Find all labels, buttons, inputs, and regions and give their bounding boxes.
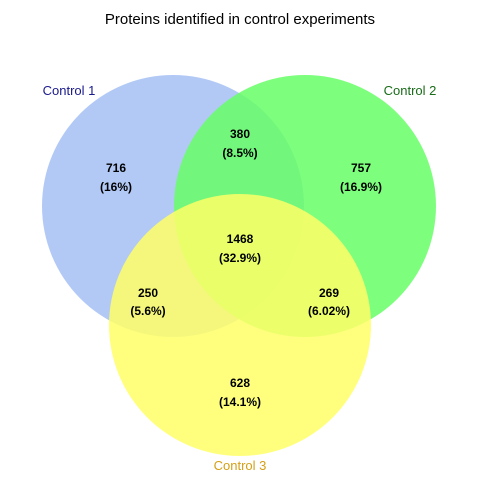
region-one-three-percent: (5.6%) (130, 304, 165, 318)
diagram-title: Proteins identified in control experimen… (105, 11, 375, 28)
region-only-2-percent: (16.9%) (340, 180, 382, 194)
region-one-three-count: 250 (138, 286, 158, 300)
region-one-two-percent: (8.5%) (222, 146, 257, 160)
region-only-1-count: 716 (106, 161, 126, 175)
region-only-3-count: 628 (230, 376, 250, 390)
set-label-control-3: Control 3 (214, 458, 267, 473)
circle-control-3 (109, 194, 371, 456)
set-label-control-2: Control 2 (384, 83, 437, 98)
venn-circles (42, 75, 436, 456)
region-two-three-count: 269 (319, 286, 339, 300)
region-two-three-percent: (6.02%) (308, 304, 350, 318)
region-only-1-percent: (16%) (100, 180, 132, 194)
region-all-count: 1468 (227, 232, 254, 246)
region-all-percent: (32.9%) (219, 251, 261, 265)
region-one-two-count: 380 (230, 127, 250, 141)
region-only-2-count: 757 (351, 161, 371, 175)
region-only-3-percent: (14.1%) (219, 395, 261, 409)
set-label-control-1: Control 1 (43, 83, 96, 98)
